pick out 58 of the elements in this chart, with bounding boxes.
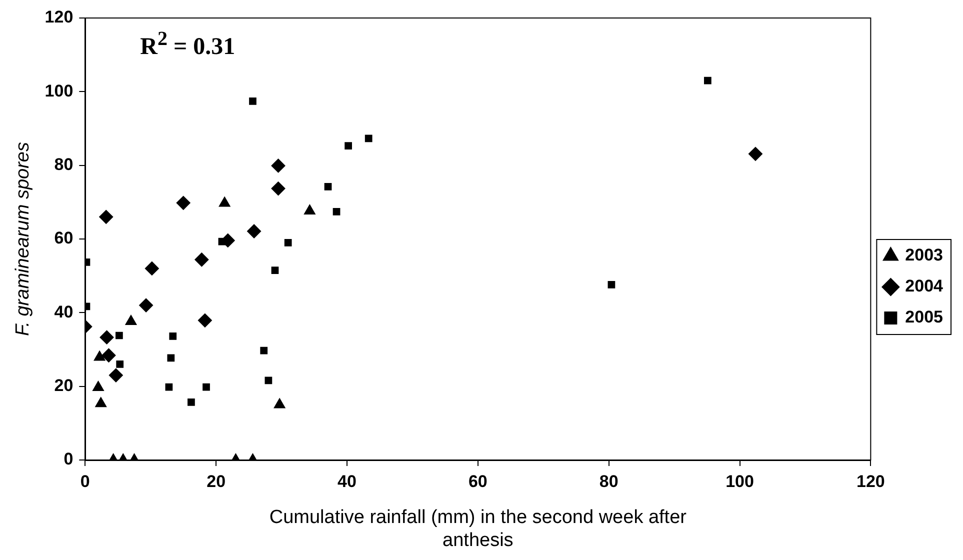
x-tick-label: 40 [338, 472, 356, 491]
x-axis-title: Cumulative rainfall (mm) in the second week after anthesis [269, 507, 688, 551]
point [139, 298, 154, 312]
x-tick-label: 80 [599, 472, 618, 491]
point [167, 354, 175, 362]
point [144, 261, 159, 276]
point [165, 383, 173, 391]
point [198, 313, 212, 328]
y-tick-label: 40 [54, 302, 74, 322]
point [249, 98, 256, 105]
point [100, 330, 114, 344]
point [94, 350, 106, 361]
point [271, 182, 286, 196]
point [274, 398, 286, 408]
x-tick-label: 0 [80, 472, 90, 491]
annotation: R$^{2}$ = 0.31 [140, 28, 236, 61]
point [608, 280, 616, 288]
point [260, 346, 268, 354]
point [108, 368, 123, 382]
point [344, 142, 352, 150]
point [202, 383, 210, 391]
point [92, 380, 104, 391]
point [125, 315, 137, 326]
y-tick-label: 100 [44, 81, 74, 100]
x-tick-label: 60 [468, 472, 488, 491]
point [247, 224, 262, 238]
legend-label: 2004 [905, 276, 944, 296]
y-tick-label: 60 [54, 228, 74, 248]
point [364, 134, 372, 142]
point [218, 196, 230, 207]
y-axis-title: F. graminearum spores [12, 142, 34, 336]
point [188, 398, 195, 406]
point [271, 158, 286, 173]
y-tick-label: 0 [64, 450, 74, 469]
point [102, 348, 116, 362]
point [95, 397, 107, 408]
legend-label: 2003 [905, 246, 944, 265]
point [271, 266, 279, 274]
point [264, 376, 272, 384]
y-tick-label: 120 [44, 8, 74, 27]
point [99, 210, 114, 224]
point [748, 146, 762, 161]
point [284, 239, 292, 246]
point [704, 76, 712, 84]
y-tick-label: 80 [54, 155, 74, 174]
x-tick-label: 100 [726, 472, 754, 491]
point [116, 332, 123, 340]
y-tick-label: 20 [54, 376, 74, 396]
point [116, 360, 124, 368]
point [176, 196, 190, 210]
x-tick-label: 120 [856, 472, 885, 491]
point [332, 208, 340, 216]
point [194, 252, 209, 267]
point [304, 204, 316, 215]
point [324, 183, 332, 190]
legend-label: 2005 [905, 308, 944, 327]
point [169, 332, 177, 340]
x-tick-label: 20 [206, 472, 226, 491]
